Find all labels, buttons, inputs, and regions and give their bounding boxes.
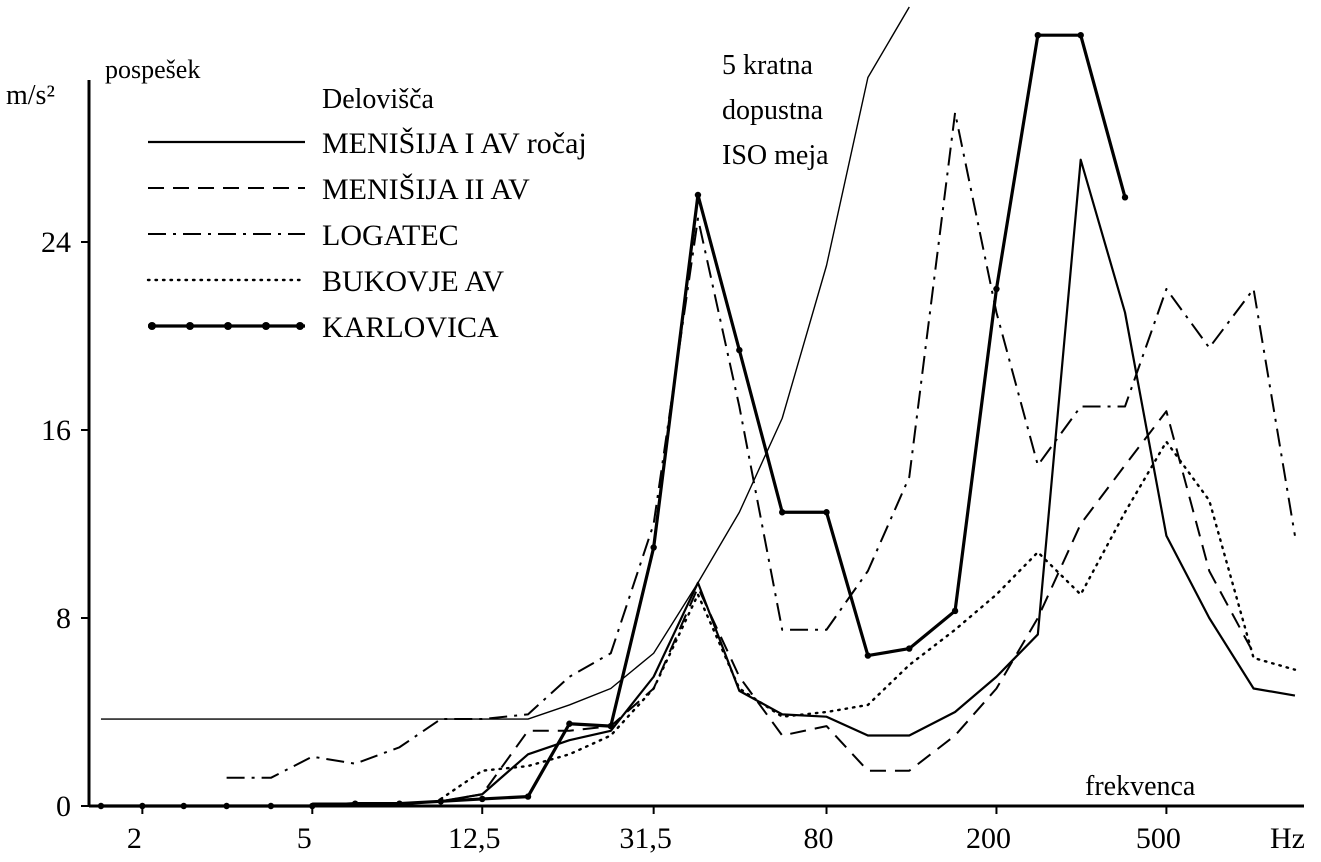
y-tick-label: 24: [41, 226, 71, 259]
y-axis-unit: m/s²: [6, 80, 55, 111]
series-marker: [906, 645, 913, 652]
series-marker: [607, 722, 614, 730]
legend-marker: [148, 322, 156, 330]
legend-label: MENIŠIJA II AV: [322, 173, 530, 206]
x-tick-label: 2: [127, 822, 142, 855]
limit-annotation: dopustna: [722, 95, 824, 126]
series-marker: [823, 509, 830, 516]
series-line: [439, 440, 1297, 801]
series-marker: [650, 544, 657, 551]
x-tick-label: 500: [1136, 822, 1181, 855]
series-marker: [351, 800, 359, 807]
series-marker: [736, 346, 743, 354]
x-tick-label: 31,5: [619, 822, 672, 855]
series-marker: [694, 191, 702, 199]
y-tick-label: 0: [56, 790, 71, 823]
legend-label: KARLOVICA: [322, 311, 499, 344]
series-marker: [437, 798, 445, 805]
series-line: [100, 6, 910, 720]
series-marker: [1034, 32, 1042, 39]
y-tick-label: 8: [56, 602, 71, 635]
series-marker: [97, 802, 105, 810]
series-line: [312, 158, 1296, 805]
legend-marker: [224, 322, 232, 330]
series-marker: [1077, 32, 1084, 39]
series-marker: [479, 795, 486, 803]
legend-marker: [186, 322, 194, 330]
series-marker: [139, 802, 146, 810]
x-axis-title: frekvenca: [1085, 771, 1196, 802]
series-marker: [779, 509, 786, 516]
x-tick-label: 5: [297, 822, 312, 855]
legend-label: BUKOVJE AV: [322, 265, 504, 298]
x-axis-unit: Hz: [1270, 822, 1305, 855]
legend-marker: [262, 322, 270, 330]
series-marker: [309, 802, 316, 810]
series-marker: [223, 802, 230, 810]
legend-label: MENIŠIJA I AV ročaj: [322, 127, 587, 160]
series-marker: [993, 285, 1000, 293]
series-marker: [566, 720, 573, 727]
plot-area: [97, 6, 1297, 810]
y-axis-title: pospešek: [105, 55, 200, 84]
series-line: [226, 111, 1296, 779]
series-marker: [180, 802, 187, 810]
series-marker: [864, 652, 872, 659]
limit-annotation: ISO meja: [722, 140, 829, 171]
series-marker: [951, 607, 959, 615]
x-tick-label: 200: [966, 822, 1011, 855]
series-marker: [1121, 194, 1129, 201]
x-tick-label: 12,5: [448, 822, 501, 855]
x-tick-label: 80: [804, 822, 834, 855]
series-line: [440, 410, 1255, 803]
series-marker: [396, 800, 403, 807]
series-line: [100, 33, 1127, 808]
y-tick-label: 16: [41, 414, 71, 447]
legend-label: LOGATEC: [322, 219, 459, 252]
series-marker: [267, 802, 275, 810]
legend-title: Delovišča: [322, 84, 435, 115]
legend-marker: [296, 322, 304, 330]
series-marker: [524, 793, 532, 800]
limit-annotation: 5 kratna: [722, 50, 814, 81]
